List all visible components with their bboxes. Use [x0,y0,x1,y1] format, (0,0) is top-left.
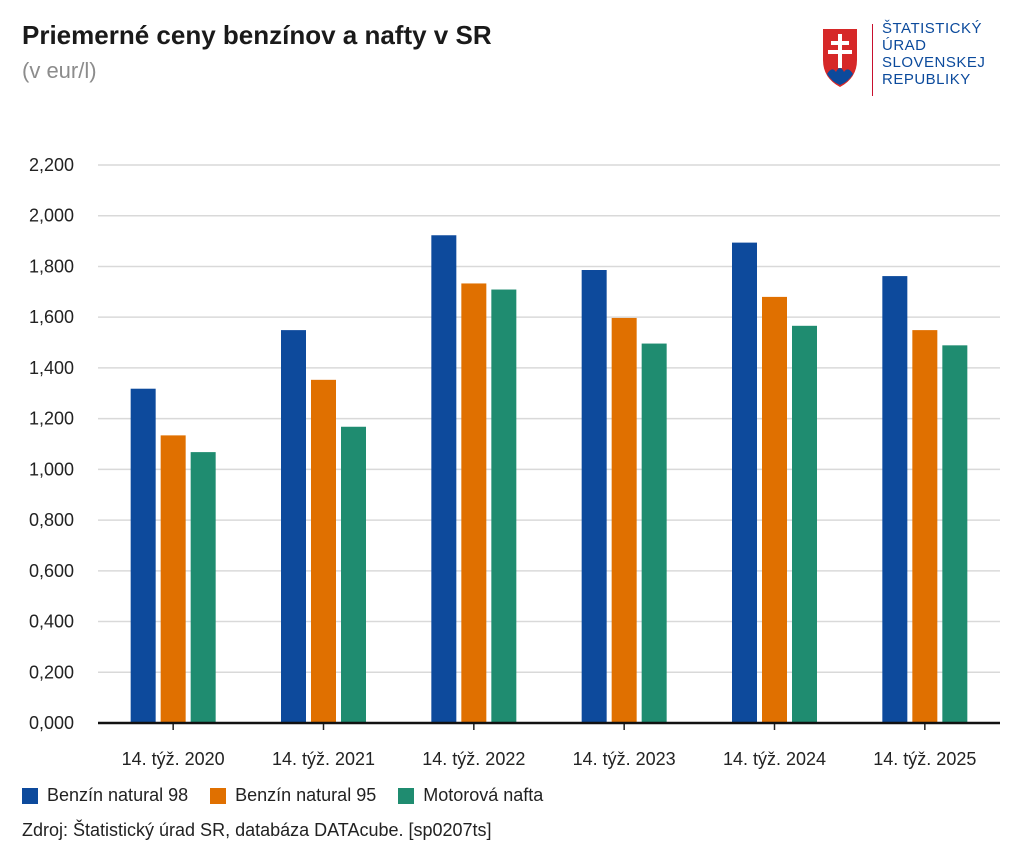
x-tick-label: 14. týž. 2025 [873,749,976,769]
bar [190,452,216,723]
legend-swatch [398,787,415,804]
x-tick-label: 14. týž. 2021 [272,749,375,769]
bar [431,235,457,723]
y-tick-label: 1,400 [29,358,74,378]
y-tick-label: 1,800 [29,256,74,276]
legend-label: Benzín natural 98 [47,785,189,805]
legend: Benzín natural 98 Benzín natural 95 Moto… [22,785,543,806]
legend-item-benzin-95: Benzín natural 95 [210,785,376,806]
y-tick-label: 0,800 [29,510,74,530]
logo-divider [872,24,873,96]
source-note: Zdroj: Štatistický úrad SR, databáza DAT… [22,820,492,840]
bar [762,296,787,723]
legend-item-nafta: Motorová nafta [398,785,543,806]
coat-of-arms-icon [819,25,861,92]
x-tick-label: 14. týž. 2024 [723,749,826,769]
bar-chart: 0,000 0,200 0,400 0,600 0,800 1,000 1,200 1,400… [29,155,1000,769]
bar [912,330,938,723]
legend-label: Benzín natural 95 [235,785,377,805]
chart-subtitle: (v eur/l) [22,58,97,83]
bar [341,426,366,723]
bar [311,379,336,723]
bar [611,317,637,723]
x-tick-label: 14. týž. 2020 [122,749,225,769]
legend-label: Motorová nafta [423,785,544,805]
bar [461,283,487,723]
legend-item-benzin-98: Benzín natural 98 [22,785,188,806]
x-tick-label: 14. týž. 2023 [573,749,676,769]
bar [581,270,607,723]
y-tick-label: 0,600 [29,561,74,581]
bar [491,289,517,723]
y-tick-label: 0,400 [29,612,74,632]
bar [882,276,908,723]
logo [819,25,861,92]
bar [792,325,817,723]
logo-line: SLOVENSKEJ [882,54,986,71]
legend-swatch [210,787,227,804]
y-tick-label: 1,200 [29,409,74,429]
chart-title: Priemerné ceny benzínov a nafty v SR [22,20,492,50]
x-tick-label: 14. týž. 2022 [422,749,525,769]
logo-line: REPUBLIKY [882,71,971,88]
bar [641,343,667,723]
y-tick-label: 1,600 [29,307,74,327]
logo-line: ÚRAD [882,37,927,54]
y-tick-label: 2,200 [29,155,74,175]
logo-text: ŠTATISTICKÝ ÚRAD SLOVENSKEJ REPUBLIKY [882,20,985,88]
legend-swatch [22,787,38,804]
bar [281,330,306,723]
logo-line: ŠTATISTICKÝ [882,20,982,37]
bar [130,388,156,723]
bar [732,242,757,723]
y-tick-label: 0,000 [29,713,74,733]
y-tick-label: 1,000 [29,459,74,479]
bar [942,345,968,723]
y-tick-label: 0,200 [29,662,74,682]
y-tick-label: 2,000 [29,206,74,226]
bar [160,435,186,723]
